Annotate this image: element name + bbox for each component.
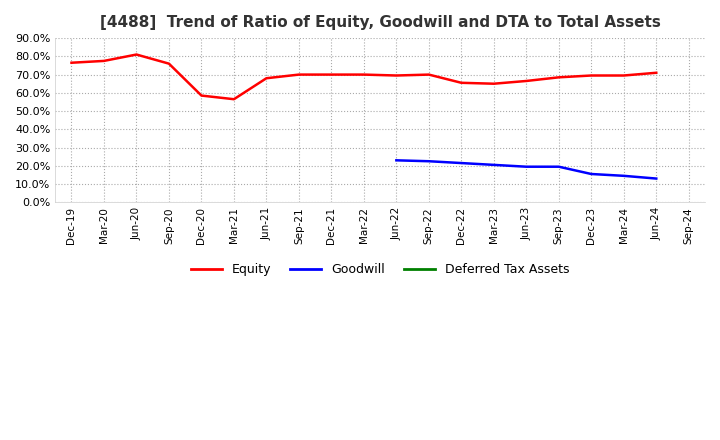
Equity: [67, 60, 76, 66]
Equity: [99, 58, 108, 63]
Equity: [619, 73, 628, 78]
Equity: [522, 78, 531, 84]
Line: Goodwill: Goodwill: [397, 160, 656, 179]
Goodwill: [522, 164, 531, 169]
Equity: [327, 72, 336, 77]
Goodwill: [554, 164, 563, 169]
Equity: [165, 61, 174, 66]
Equity: [359, 72, 368, 77]
Legend: Equity, Goodwill, Deferred Tax Assets: Equity, Goodwill, Deferred Tax Assets: [186, 258, 575, 282]
Line: Equity: Equity: [71, 55, 656, 99]
Equity: [392, 73, 401, 78]
Goodwill: [619, 173, 628, 179]
Goodwill: [652, 176, 660, 181]
Goodwill: [392, 158, 401, 163]
Goodwill: [490, 162, 498, 168]
Equity: [490, 81, 498, 86]
Equity: [230, 96, 238, 102]
Equity: [262, 76, 271, 81]
Equity: [425, 72, 433, 77]
Equity: [294, 72, 303, 77]
Equity: [652, 70, 660, 75]
Equity: [457, 80, 466, 85]
Equity: [132, 52, 141, 57]
Goodwill: [457, 161, 466, 166]
Goodwill: [587, 171, 595, 176]
Equity: [587, 73, 595, 78]
Equity: [554, 75, 563, 80]
Title: [4488]  Trend of Ratio of Equity, Goodwill and DTA to Total Assets: [4488] Trend of Ratio of Equity, Goodwil…: [99, 15, 660, 30]
Equity: [197, 93, 206, 98]
Goodwill: [425, 158, 433, 164]
